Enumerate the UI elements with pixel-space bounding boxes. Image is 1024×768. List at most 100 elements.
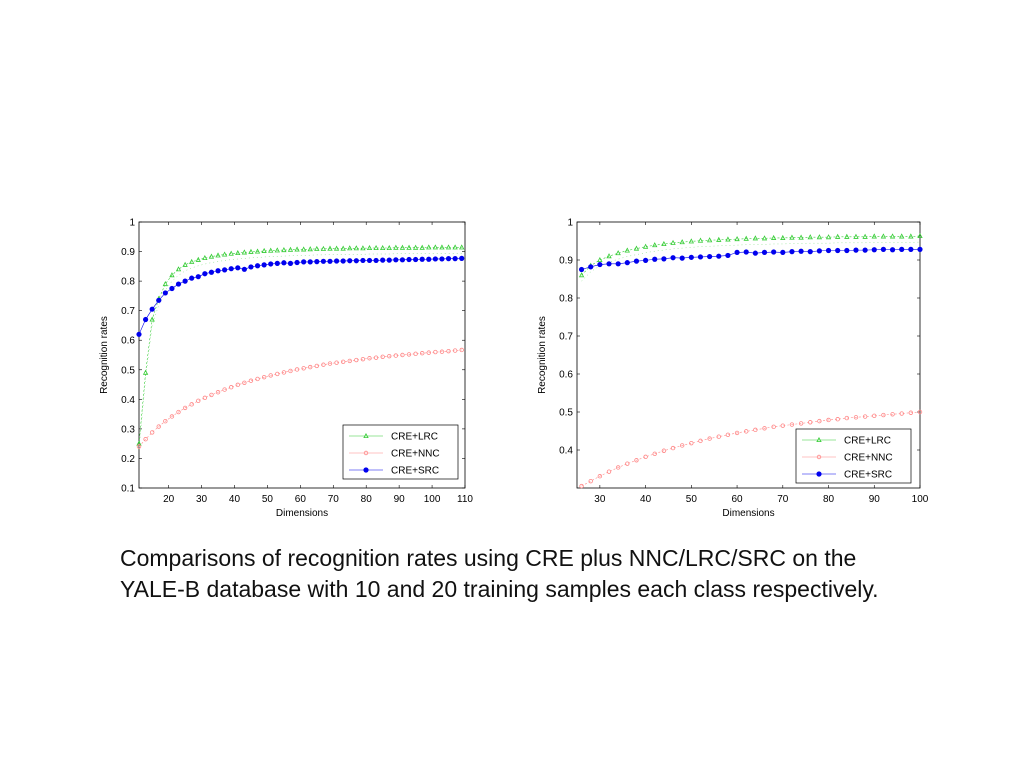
data-point bbox=[268, 373, 273, 378]
legend-marker bbox=[363, 467, 369, 473]
data-point bbox=[149, 430, 155, 435]
data-point bbox=[780, 234, 786, 240]
data-point bbox=[679, 443, 685, 448]
data-point bbox=[835, 233, 841, 239]
data-point bbox=[228, 266, 234, 272]
data-point bbox=[798, 421, 804, 426]
data-point bbox=[373, 355, 379, 360]
data-point bbox=[615, 250, 621, 256]
data-point bbox=[459, 244, 465, 250]
data-point bbox=[380, 244, 386, 251]
y-tick-label: 0.8 bbox=[559, 294, 573, 305]
data-point bbox=[366, 257, 373, 264]
data-point bbox=[142, 316, 149, 323]
data-point bbox=[255, 376, 260, 382]
x-tick-label: 100 bbox=[912, 494, 929, 505]
x-tick-label: 70 bbox=[777, 494, 789, 505]
data-point bbox=[406, 352, 412, 357]
x-tick-label: 50 bbox=[686, 494, 698, 505]
data-point bbox=[169, 414, 175, 419]
data-point bbox=[380, 257, 386, 263]
data-point bbox=[761, 249, 768, 255]
data-point bbox=[320, 245, 327, 251]
data-point bbox=[367, 356, 372, 361]
data-point bbox=[597, 256, 603, 262]
data-point bbox=[917, 409, 923, 415]
data-point bbox=[241, 266, 247, 272]
data-point bbox=[136, 331, 142, 337]
data-point bbox=[761, 235, 768, 241]
data-point bbox=[156, 424, 161, 429]
data-point bbox=[386, 257, 392, 263]
x-tick-label: 110 bbox=[457, 494, 473, 505]
data-point bbox=[287, 260, 294, 266]
data-point bbox=[360, 356, 366, 362]
data-point bbox=[301, 259, 307, 265]
data-point bbox=[743, 249, 749, 255]
data-point bbox=[202, 395, 208, 401]
data-point bbox=[899, 246, 905, 252]
legend-label: CRE+LRC bbox=[844, 436, 891, 447]
data-point bbox=[825, 247, 832, 254]
data-point bbox=[393, 244, 399, 250]
legend-box bbox=[795, 428, 912, 484]
data-point bbox=[862, 247, 868, 253]
data-point bbox=[606, 261, 612, 267]
series-line bbox=[138, 349, 462, 447]
data-point bbox=[320, 258, 327, 264]
legend-box bbox=[342, 424, 459, 480]
data-point bbox=[241, 249, 248, 255]
data-point bbox=[373, 244, 379, 251]
data-point bbox=[743, 235, 749, 241]
data-point bbox=[643, 257, 649, 263]
data-point bbox=[175, 266, 182, 272]
data-point bbox=[445, 256, 452, 262]
data-point bbox=[633, 258, 640, 264]
data-point bbox=[413, 351, 418, 357]
x-tick-label: 20 bbox=[163, 494, 175, 505]
series-line bbox=[581, 235, 921, 276]
data-point bbox=[254, 263, 261, 269]
data-point bbox=[880, 246, 887, 252]
data-point bbox=[182, 278, 188, 284]
data-point bbox=[615, 465, 621, 470]
legend: CRE+LRC CRE+NNC CRE+SRC bbox=[342, 424, 459, 480]
data-point bbox=[439, 349, 445, 354]
data-point bbox=[235, 249, 241, 256]
data-point bbox=[307, 246, 313, 252]
y-axis-label: Recognition rates bbox=[537, 316, 548, 394]
data-point bbox=[327, 361, 333, 366]
data-point bbox=[275, 371, 280, 377]
x-tick-label: 40 bbox=[640, 494, 652, 505]
data-point bbox=[406, 244, 412, 250]
data-point bbox=[347, 258, 353, 264]
legend: CRE+LRC CRE+NNC CRE+SRC bbox=[795, 428, 912, 484]
data-point bbox=[661, 256, 667, 262]
data-point bbox=[452, 244, 458, 250]
data-point bbox=[196, 398, 201, 404]
data-point bbox=[281, 260, 287, 266]
data-point bbox=[353, 245, 359, 251]
data-point bbox=[314, 259, 320, 265]
data-point bbox=[386, 244, 392, 251]
data-point bbox=[716, 236, 722, 242]
data-point bbox=[633, 245, 640, 251]
data-point bbox=[789, 234, 795, 240]
data-point bbox=[908, 233, 914, 239]
data-point bbox=[354, 357, 359, 363]
data-point bbox=[195, 274, 201, 280]
x-tick-label: 70 bbox=[328, 494, 340, 505]
data-point bbox=[294, 259, 300, 266]
data-point bbox=[752, 235, 759, 241]
legend-label: CRE+NNC bbox=[391, 449, 440, 460]
data-point bbox=[432, 244, 439, 250]
data-point bbox=[452, 348, 458, 353]
data-point bbox=[393, 257, 399, 263]
series-cre-lrc bbox=[136, 244, 465, 450]
data-point bbox=[208, 269, 215, 275]
x-tick-label: 40 bbox=[229, 494, 241, 505]
data-point bbox=[149, 316, 155, 322]
legend-label: CRE+NNC bbox=[844, 453, 893, 464]
data-point bbox=[182, 405, 188, 411]
